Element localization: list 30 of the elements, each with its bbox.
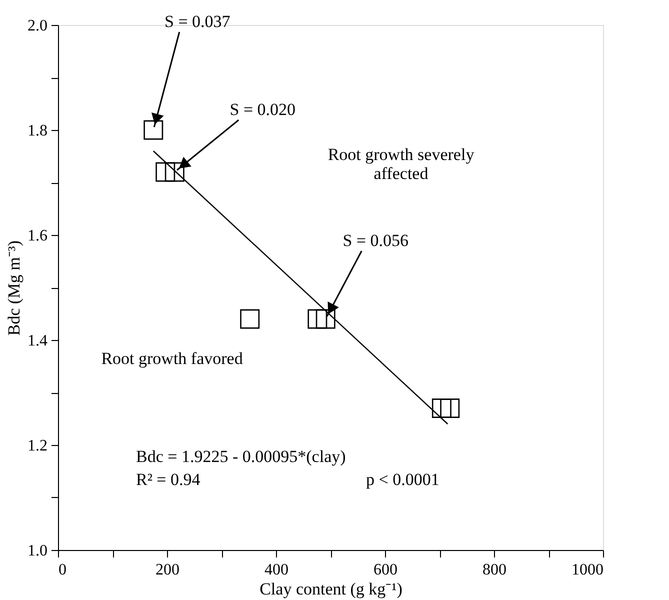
- annotation: Root growth severely affected: [328, 145, 475, 183]
- x-tick-label: 600: [374, 562, 398, 578]
- annotation: Root growth favored: [101, 349, 244, 368]
- annotation: S = 0.020: [230, 100, 296, 119]
- point: [156, 162, 176, 182]
- y-tick-label: 1.0: [28, 542, 48, 560]
- annotation: S = 0.056: [342, 231, 408, 250]
- x-tick-label: 0: [58, 562, 66, 578]
- x-tick-label: 1000: [572, 562, 604, 578]
- y-tick-label: 1.6: [28, 228, 48, 244]
- point: [432, 398, 452, 418]
- y-axis-title: Bdc (Mg m⁻³): [4, 240, 24, 336]
- annotation: R² = 0.94: [136, 470, 201, 489]
- y-tick-label: 1.8: [28, 122, 48, 140]
- point: [240, 309, 260, 329]
- x-tick-label: 800: [482, 562, 506, 578]
- annotation: Bdc = 1.9225 - 0.00095*(clay): [136, 447, 346, 466]
- annotation: S = 0.037: [164, 12, 231, 31]
- point: [144, 120, 164, 140]
- x-axis-title: Clay content (g kg⁻¹): [260, 580, 402, 598]
- y-tick-label: 1.4: [28, 332, 48, 350]
- y-tick-label: 1.2: [28, 438, 48, 454]
- x-tick-label: 400: [264, 562, 288, 578]
- point: [308, 309, 328, 329]
- annotation: p < 0.0001: [366, 470, 440, 489]
- point: [316, 309, 336, 329]
- y-tick-label: 2.0: [28, 18, 48, 34]
- x-tick-label: 200: [156, 562, 180, 578]
- point: [440, 398, 460, 418]
- point: [164, 162, 184, 182]
